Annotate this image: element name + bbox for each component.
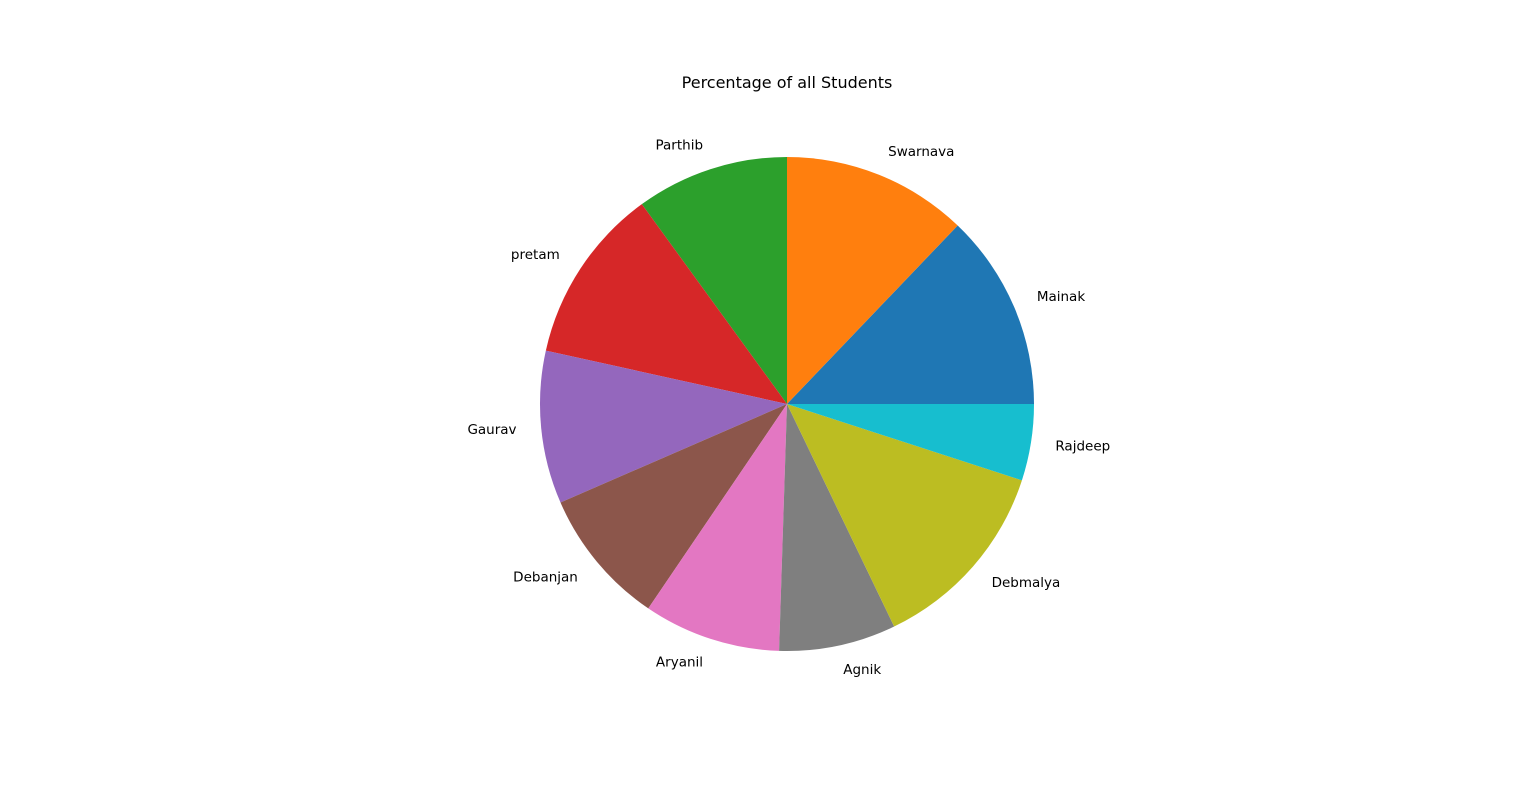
chart-title: Percentage of all Students [682, 73, 893, 92]
slice-label: Swarnava [888, 144, 954, 160]
slice-label: pretam [511, 247, 560, 263]
slice-label: Rajdeep [1055, 439, 1110, 455]
slice-label: Parthib [656, 138, 704, 154]
slice-label: Gaurav [467, 422, 516, 438]
pie-slices [540, 157, 1034, 651]
slice-label: Aryanil [656, 654, 703, 670]
slice-label: Debmalya [992, 575, 1061, 591]
slice-label: Agnik [843, 662, 881, 678]
slice-label: Debanjan [513, 569, 578, 585]
slice-label: Mainak [1037, 289, 1086, 305]
